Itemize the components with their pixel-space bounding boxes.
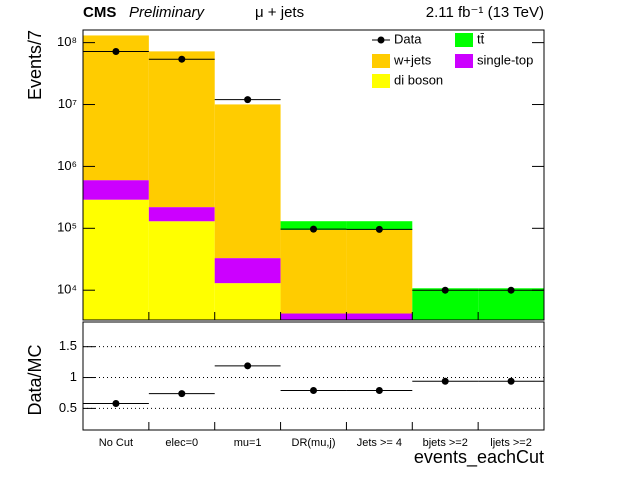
y-tick-label: 1 xyxy=(70,369,77,384)
y-tick-label: 10⁸ xyxy=(57,34,77,49)
legend-label: single-top xyxy=(477,52,533,67)
bar-segment xyxy=(83,35,149,180)
bar-segment xyxy=(149,51,215,207)
ratio-point xyxy=(442,378,449,385)
x-axis-label: events_eachCut xyxy=(414,447,544,468)
x-tick-label: Jets >= 4 xyxy=(357,437,402,449)
x-tick-label: No Cut xyxy=(99,437,133,449)
bar-segment xyxy=(346,230,412,314)
x-tick-label: elec=0 xyxy=(165,437,198,449)
bar-segment xyxy=(149,221,215,330)
bar-segment xyxy=(281,230,347,314)
x-tick-label: bjets >=2 xyxy=(423,437,468,449)
annotation: μ + jets xyxy=(255,4,304,21)
x-tick-label: DR(mu,j) xyxy=(292,437,336,449)
x-tick-label: ljets >=2 xyxy=(490,437,532,449)
legend-marker xyxy=(378,37,385,44)
legend-swatch xyxy=(455,33,473,47)
chart-subtitle: Preliminary xyxy=(129,4,206,21)
ratio-point xyxy=(310,387,317,394)
data-point xyxy=(310,226,317,233)
y-tick-label: 10⁴ xyxy=(57,282,77,297)
ratio-point xyxy=(508,378,515,385)
bar-segment xyxy=(83,180,149,200)
data-point xyxy=(508,287,515,294)
bar-segment xyxy=(215,104,281,258)
ratio-point xyxy=(244,362,251,369)
bar-segment xyxy=(215,258,281,283)
legend-swatch xyxy=(372,74,390,88)
y-tick-label: 10⁵ xyxy=(57,220,77,235)
lumi-label: 2.11 fb⁻¹ (13 TeV) xyxy=(426,4,544,21)
ratio-point xyxy=(112,400,119,407)
data-point xyxy=(178,56,185,63)
bar-segment xyxy=(83,200,149,330)
legend-label: tt̄ xyxy=(477,31,485,46)
data-point xyxy=(376,226,383,233)
legend-swatch xyxy=(372,54,390,68)
data-point xyxy=(244,96,251,103)
legend-label: Data xyxy=(394,31,422,46)
x-tick-label: mu=1 xyxy=(234,437,262,449)
chart-title: CMS xyxy=(83,4,116,21)
bar-segment xyxy=(149,207,215,221)
y-tick-label: 10⁶ xyxy=(57,158,77,173)
y-tick-label: 0.5 xyxy=(59,400,77,415)
legend-swatch xyxy=(455,54,473,68)
y-axis-label: Data/MC xyxy=(25,344,45,415)
data-point xyxy=(112,48,119,55)
y-axis-label: Events/7 xyxy=(25,30,45,100)
ratio-point xyxy=(376,387,383,394)
y-tick-label: 1.5 xyxy=(59,338,77,353)
ratio-point xyxy=(178,390,185,397)
y-tick-label: 10⁷ xyxy=(58,96,77,111)
legend-label: di boson xyxy=(394,72,443,87)
legend-label: w+jets xyxy=(393,52,432,67)
data-point xyxy=(442,287,449,294)
